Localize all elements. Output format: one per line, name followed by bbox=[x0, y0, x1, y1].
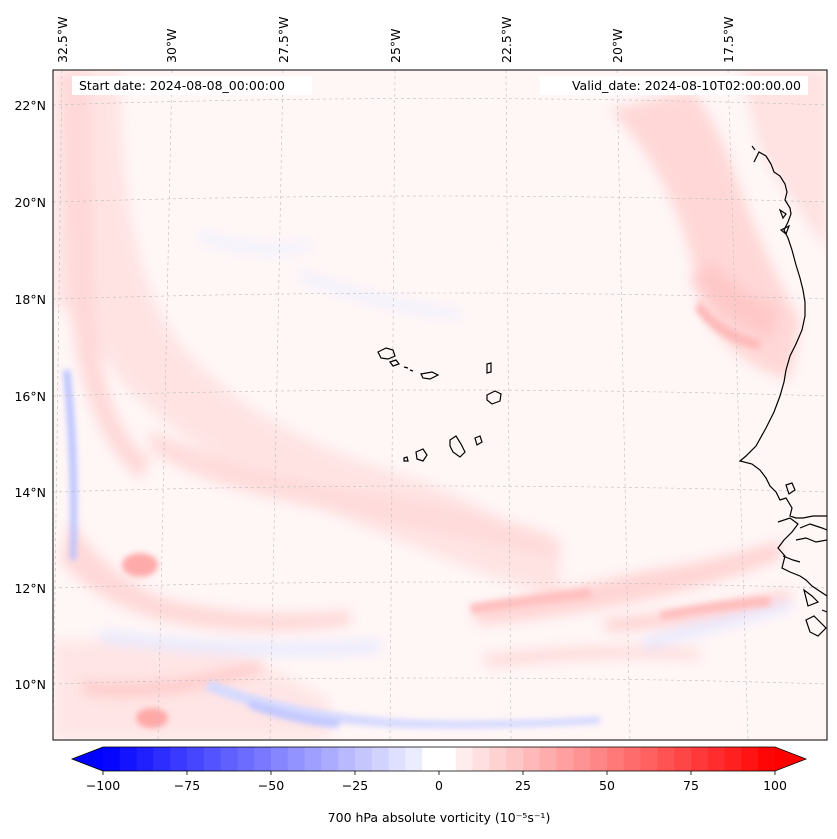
island-brava bbox=[403, 456, 409, 462]
map-panel: Start date: 2024-08-08_00:00:00 Valid_da… bbox=[52, 69, 828, 741]
colorbar-cells bbox=[103, 747, 776, 771]
colorbar-cell bbox=[170, 747, 188, 771]
island-sao-nicolau bbox=[420, 371, 440, 380]
west-africa-coastline bbox=[738, 145, 827, 637]
lon-label-27-5w: 27.5°W bbox=[276, 17, 291, 63]
island-santiago bbox=[449, 435, 466, 458]
lon-label-17-5w: 17.5°W bbox=[721, 17, 736, 63]
lat-label-20n: 20°N bbox=[14, 195, 46, 210]
colorbar-cell bbox=[405, 747, 423, 771]
colorbar-cell bbox=[724, 747, 742, 771]
colorbar-cell bbox=[640, 747, 658, 771]
island-boa-vista bbox=[486, 390, 502, 405]
colorbar-tick-label: 25 bbox=[515, 778, 531, 793]
colorbar-cell bbox=[741, 747, 759, 771]
lon-label-25w: 25°W bbox=[388, 28, 403, 63]
colorbar-cell bbox=[153, 747, 171, 771]
colorbar-cell bbox=[187, 747, 205, 771]
colorbar-tick-label: 100 bbox=[763, 778, 787, 793]
colorbar-cell bbox=[573, 747, 591, 771]
lon-label-32-5w: 32.5°W bbox=[55, 17, 70, 63]
colorbar-cell bbox=[489, 747, 507, 771]
colorbar-cell bbox=[707, 747, 726, 771]
cabo-verde-islands bbox=[377, 347, 502, 462]
lon-label-30w: 30°W bbox=[164, 28, 179, 63]
colorbar-cell bbox=[422, 747, 440, 771]
lat-label-18n: 18°N bbox=[14, 292, 46, 307]
colorbar-cell bbox=[439, 747, 457, 771]
lon-label-22-5w: 22.5°W bbox=[499, 17, 514, 63]
lat-label-10n: 10°N bbox=[14, 677, 46, 692]
island-santa-luzia bbox=[403, 366, 409, 369]
colorbar-low-arrow bbox=[72, 747, 103, 771]
colorbar-cell bbox=[103, 747, 121, 771]
colorbar-ticks: −100 −75 −50 −25 0 25 50 75 100 bbox=[86, 771, 787, 793]
colorbar-cell bbox=[338, 747, 356, 771]
longitude-labels: 32.5°W 30°W 27.5°W 25°W 22.5°W 20°W 17.5… bbox=[55, 17, 736, 63]
island-maio bbox=[474, 435, 483, 446]
valid-date-box bbox=[540, 76, 808, 95]
colorbar-cell bbox=[321, 747, 339, 771]
colorbar-cell bbox=[674, 747, 692, 771]
colorbar-tick-label: −25 bbox=[342, 778, 368, 793]
colorbar-cell bbox=[623, 747, 642, 771]
lat-label-12n: 12°N bbox=[14, 581, 46, 596]
colorbar-tick-label: −100 bbox=[86, 778, 120, 793]
colorbar: −100 −75 −50 −25 0 25 50 75 100 700 hPa absolute… bbox=[70, 746, 808, 825]
colorbar-cell bbox=[455, 747, 474, 771]
colorbar-cell bbox=[607, 747, 625, 771]
colorbar-tick-label: −75 bbox=[174, 778, 200, 793]
valid-date-label: Valid_date: 2024-08-10T02:00:00.00 bbox=[572, 78, 801, 93]
colorbar-cell bbox=[472, 747, 490, 771]
colorbar-tick-label: −50 bbox=[258, 778, 284, 793]
colorbar-cell bbox=[523, 747, 541, 771]
colorbar-cell bbox=[355, 747, 373, 771]
colorbar-cell bbox=[691, 747, 709, 771]
colorbar-cell bbox=[371, 747, 390, 771]
island-fogo bbox=[415, 448, 428, 462]
map-frame bbox=[52, 69, 828, 741]
colorbar-tick-label: 50 bbox=[599, 778, 615, 793]
colorbar-cell bbox=[271, 747, 289, 771]
colorbar-high-arrow bbox=[775, 747, 806, 771]
colorbar-cell bbox=[539, 747, 558, 771]
island-sao-vicente bbox=[389, 359, 400, 367]
lat-label-14n: 14°N bbox=[14, 485, 46, 500]
colorbar-cell bbox=[220, 747, 238, 771]
lat-label-16n: 16°N bbox=[14, 389, 46, 404]
colorbar-cell bbox=[254, 747, 272, 771]
colorbar-cell bbox=[203, 747, 222, 771]
colorbar-tick-label: 75 bbox=[683, 778, 699, 793]
island-small bbox=[409, 369, 414, 372]
colorbar-cell bbox=[758, 747, 776, 771]
colorbar-cell bbox=[556, 747, 574, 771]
island-sal bbox=[486, 362, 492, 374]
gridlines bbox=[53, 70, 827, 740]
start-date-label: Start date: 2024-08-08_00:00:00 bbox=[79, 78, 285, 93]
colorbar-cell bbox=[304, 747, 322, 771]
lon-label-20w: 20°W bbox=[610, 28, 625, 63]
lat-label-22n: 22°N bbox=[14, 98, 46, 113]
colorbar-cell bbox=[136, 747, 154, 771]
colorbar-title: 700 hPa absolute vorticity (10⁻⁵s⁻¹) bbox=[328, 810, 551, 825]
colorbar-cell bbox=[388, 747, 406, 771]
latitude-labels: 22°N 20°N 18°N 16°N 14°N 12°N 10°N bbox=[14, 98, 46, 692]
colorbar-cell bbox=[506, 747, 524, 771]
colorbar-cell bbox=[119, 747, 138, 771]
colorbar-cell bbox=[237, 747, 255, 771]
colorbar-cell bbox=[590, 747, 608, 771]
start-date-box bbox=[72, 76, 312, 95]
colorbar-cell bbox=[657, 747, 675, 771]
colorbar-cell bbox=[287, 747, 306, 771]
colorbar-tick-label: 0 bbox=[435, 778, 443, 793]
island-santo-antao bbox=[377, 347, 396, 360]
vorticity-field bbox=[53, 70, 827, 740]
